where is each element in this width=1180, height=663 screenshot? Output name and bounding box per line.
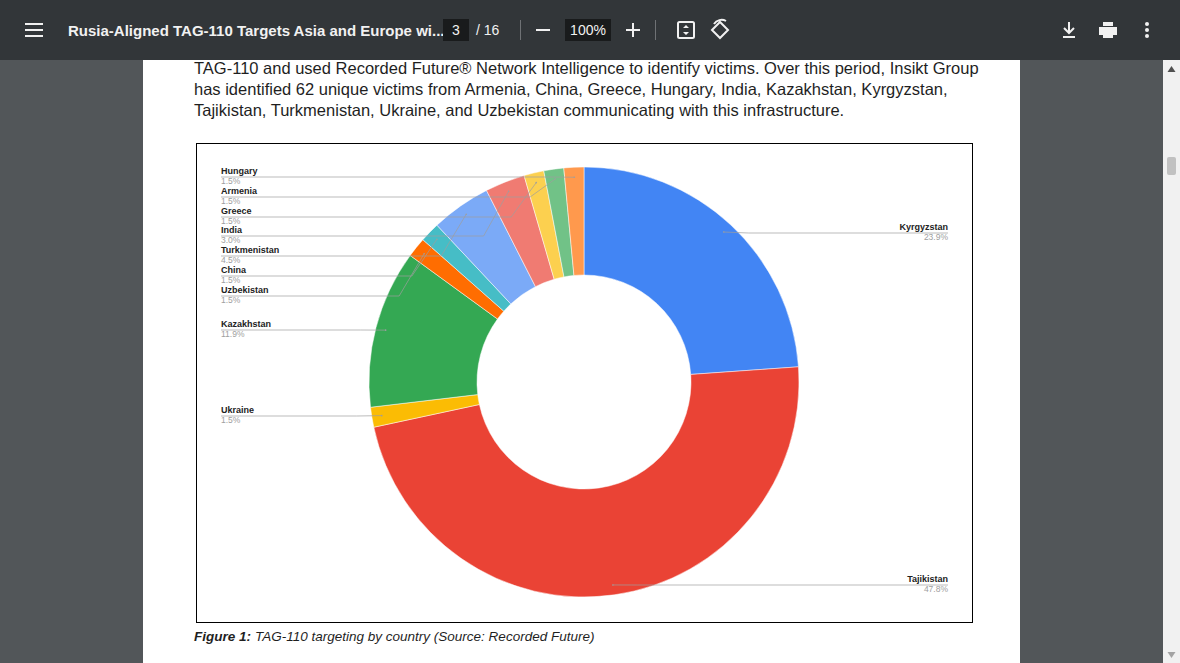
labels: Kyrgyzstan23.9%Tajikistan47.8%Ukraine1.5… <box>221 166 948 594</box>
slice-label: Tajikistan <box>907 574 948 584</box>
slice-label: Kyrgyzstan <box>899 222 948 232</box>
leader-dot <box>381 415 383 417</box>
slice-value-label: 1.5% <box>221 176 241 186</box>
more-dot[interactable] <box>1145 34 1149 38</box>
scroll-down[interactable] <box>1168 652 1176 658</box>
document-title: Rusia-Aligned TAG-110 Targets Asia and E… <box>68 22 444 39</box>
leader-dot <box>423 253 425 255</box>
menu-icon-bar <box>25 23 43 25</box>
fit-page[interactable] <box>678 22 694 38</box>
zoom-level: 100% <box>570 22 606 38</box>
slice-value-label: 3.0% <box>221 235 241 245</box>
chart-frame <box>197 144 973 623</box>
toolbar <box>0 0 1180 60</box>
leader-line <box>221 191 509 236</box>
slice-label: India <box>221 225 243 235</box>
leader-dot <box>554 178 556 180</box>
scroll-up[interactable] <box>1168 66 1176 72</box>
slice-label: Ukraine <box>221 405 254 415</box>
leader-dot <box>385 329 387 331</box>
slices <box>369 167 799 597</box>
leader-dot <box>723 231 725 233</box>
page-number: 3 <box>452 22 460 38</box>
screen: Rusia-Aligned TAG-110 Targets Asia and E… <box>0 0 1180 663</box>
slice-value-label: 1.5% <box>221 295 241 305</box>
slice-value-label: 23.9% <box>924 232 949 242</box>
menu-icon-bar <box>25 35 43 37</box>
figure-caption: Figure 1: TAG-110 targeting by country (S… <box>194 629 594 644</box>
zoom-out[interactable] <box>536 29 550 31</box>
separator <box>520 20 521 40</box>
zoom-input[interactable] <box>565 19 611 41</box>
page-input[interactable] <box>443 19 469 41</box>
leader-line <box>221 330 386 331</box>
leader-dot <box>574 176 576 178</box>
slice <box>564 167 584 275</box>
menu-button[interactable] <box>25 23 43 37</box>
paragraph-line: has identified 62 unique victims from Ar… <box>194 80 948 98</box>
paragraph-line: TAG-110 and used Recorded Future® Networ… <box>194 59 979 77</box>
leader-dot <box>612 584 614 586</box>
caption-text: TAG-110 targeting by country (Source: Re… <box>255 629 594 644</box>
zoom-in[interactable] <box>626 23 640 37</box>
slice-value-label: 1.5% <box>221 415 241 425</box>
caption-label: Figure 1: <box>194 629 251 644</box>
page-total: / 16 <box>476 22 500 38</box>
rotate[interactable] <box>712 20 728 38</box>
leader-dot <box>508 191 510 193</box>
leader-line <box>221 179 555 197</box>
more-dot[interactable] <box>1145 28 1149 32</box>
viewer-background <box>0 0 1180 663</box>
leader-line <box>613 584 948 585</box>
slice-label: Armenia <box>221 186 258 196</box>
slice-label: Greece <box>221 206 252 216</box>
slice-label: Uzbekistan <box>221 285 269 295</box>
leader-dot <box>535 182 537 184</box>
slice-value-label: 1.5% <box>221 196 241 206</box>
scrollbar[interactable] <box>1163 60 1180 663</box>
leader-line <box>221 239 437 276</box>
leader-dot <box>465 213 467 215</box>
more-dot[interactable] <box>1145 22 1149 26</box>
leader-line <box>221 177 574 178</box>
slice <box>584 167 798 374</box>
slice-label: China <box>221 265 247 275</box>
slice-value-label: 47.8% <box>924 584 949 594</box>
download[interactable] <box>1063 22 1075 37</box>
leader-line <box>221 254 424 296</box>
slice-label: Hungary <box>221 166 258 176</box>
leader-line <box>221 415 382 416</box>
leader-line <box>221 183 536 217</box>
slice-label: Turkmenistan <box>221 245 279 255</box>
scroll-thumb[interactable] <box>1167 157 1176 175</box>
slice-value-label: 1.5% <box>221 275 241 285</box>
slice-value-label: 1.5% <box>221 216 241 226</box>
slice-value-label: 11.9% <box>221 329 245 339</box>
paragraph-line: Tajikistan, Turkmenistan, Ukraine, and U… <box>194 101 844 119</box>
slice-label: Kazakhstan <box>221 319 271 329</box>
menu-icon-bar <box>25 29 43 31</box>
leader-line <box>221 214 466 256</box>
leader-dot <box>436 238 438 240</box>
pdf-page <box>143 60 1020 663</box>
slice-value-label: 4.5% <box>221 255 241 265</box>
separator <box>655 20 656 40</box>
fit-page-arrows <box>683 25 689 35</box>
print[interactable] <box>1099 22 1117 38</box>
